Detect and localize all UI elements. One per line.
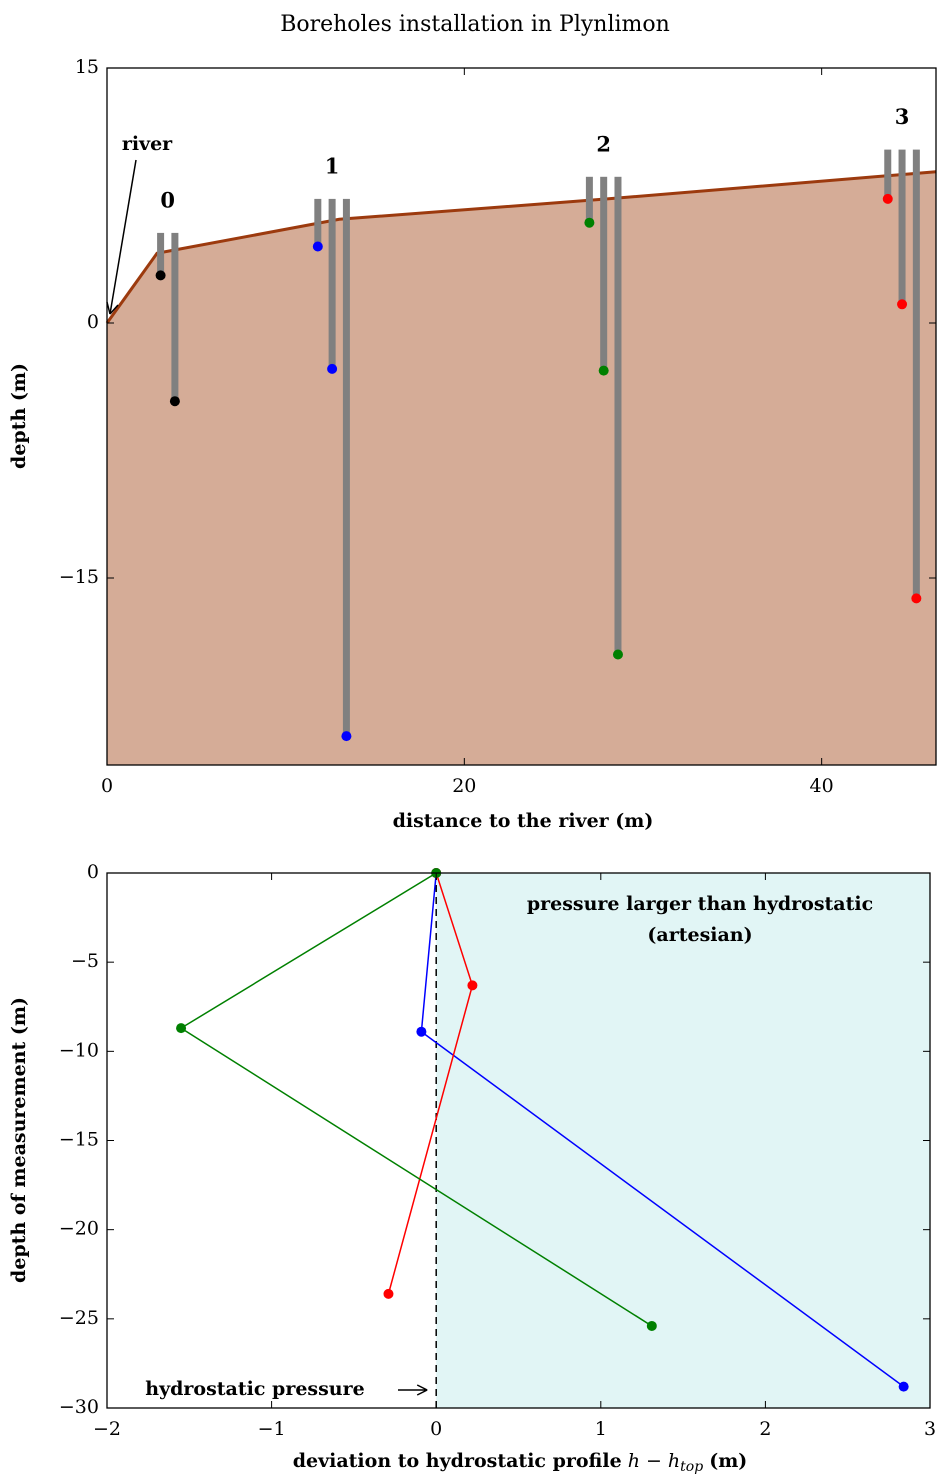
borehole-label: 0	[160, 187, 175, 212]
x-axis-label-part: top	[680, 1459, 703, 1475]
pipe	[585, 176, 593, 223]
x-tick-label: 0	[430, 1418, 442, 1440]
sensor-dot	[341, 731, 352, 742]
y-tick-label: −15	[59, 1129, 99, 1151]
sensor-dot	[882, 193, 893, 204]
borehole-label: 2	[596, 131, 611, 156]
y-tick-label: −30	[59, 1396, 99, 1418]
annotation: (artesian)	[647, 924, 752, 946]
pipe	[600, 176, 608, 371]
series-dot	[176, 1023, 187, 1034]
sensor-dot	[327, 363, 338, 374]
plot-frame	[106, 872, 931, 1409]
y-tick-label: −25	[59, 1307, 99, 1329]
sensor-dot	[598, 365, 609, 376]
series-dot	[467, 980, 478, 991]
reference-label: hydrostatic pressure	[145, 1378, 364, 1400]
pipe	[342, 198, 350, 737]
annotation-arrow	[109, 159, 137, 315]
sensor-dot	[169, 396, 180, 407]
sensor-dot	[911, 593, 922, 604]
series-dot	[416, 1026, 427, 1037]
y-tick-label: −10	[59, 1039, 99, 1061]
y-tick-label: −20	[59, 1218, 99, 1240]
x-tick-label: −1	[258, 1418, 286, 1440]
ground-fill	[107, 171, 936, 765]
sensor-dot	[612, 649, 623, 660]
borehole-label: 3	[895, 104, 910, 129]
x-tick-label: 1	[595, 1418, 607, 1440]
reference-arrow	[398, 1384, 428, 1396]
x-tick-label: 0	[101, 775, 113, 797]
sensor-dot	[897, 299, 908, 310]
sensor-dot	[155, 270, 166, 281]
series-dot	[646, 1320, 657, 1331]
y-axis-label: depth (m)	[8, 363, 30, 469]
x-axis-label: deviation to hydrostatic profile h − htop…	[293, 1450, 748, 1475]
annotation: river	[122, 133, 173, 155]
y-tick-label: −15	[59, 566, 99, 588]
sensor-dot	[312, 241, 323, 252]
sensor-dot	[584, 217, 595, 228]
pipe	[314, 198, 322, 247]
x-tick-label: 3	[924, 1418, 936, 1440]
pipe	[157, 232, 165, 276]
annotation: pressure larger than hydrostatic	[527, 893, 873, 915]
x-axis-label: distance to the river (m)	[393, 810, 654, 832]
x-tick-label: 2	[759, 1418, 771, 1440]
x-axis-label-part: deviation to hydrostatic profile	[293, 1450, 622, 1472]
series-dot	[898, 1381, 909, 1392]
plot-frame	[106, 67, 937, 766]
pipe	[884, 149, 892, 199]
pipe	[614, 176, 622, 655]
x-tick-label: 20	[452, 775, 476, 797]
y-tick-label: 0	[87, 861, 99, 883]
ground-line	[105, 170, 937, 324]
shade-region	[436, 873, 930, 1408]
pipe	[912, 149, 920, 599]
pipe	[328, 198, 336, 369]
pipe	[898, 149, 906, 305]
y-tick-label: −5	[71, 950, 99, 972]
chart-title: Boreholes installation in Plynlimon	[280, 12, 670, 37]
y-tick-label: 15	[75, 56, 99, 78]
borehole-label: 1	[325, 153, 340, 178]
x-axis-label-part: (m)	[709, 1450, 747, 1472]
pipe	[171, 232, 179, 402]
y-tick-label: 0	[87, 311, 99, 333]
x-axis-label-part: h − h	[628, 1450, 680, 1472]
series-dot	[383, 1288, 394, 1299]
x-tick-label: 40	[810, 775, 834, 797]
x-tick-label: −2	[93, 1418, 121, 1440]
y-axis-label: depth of measurement (m)	[8, 997, 30, 1283]
